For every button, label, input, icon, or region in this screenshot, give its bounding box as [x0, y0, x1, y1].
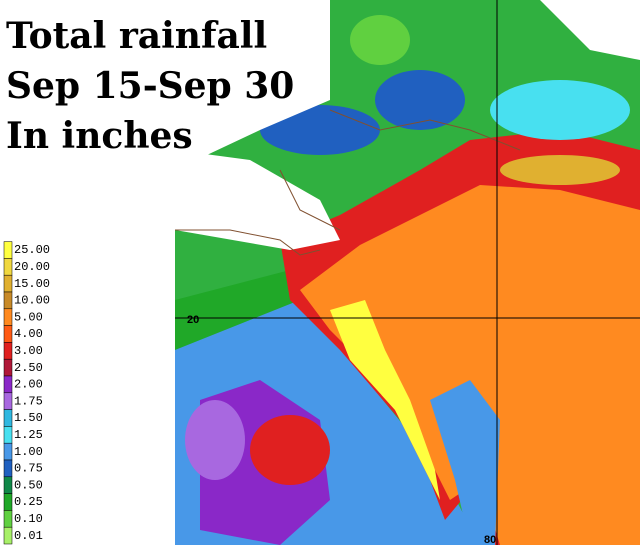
- title-block: Total rainfall Sep 15-Sep 30 In inches: [6, 15, 294, 157]
- legend-swatch: [3, 291, 13, 310]
- legend-swatch: [3, 526, 13, 545]
- legend-label: 4.00: [14, 327, 43, 341]
- legend-label: 1.00: [14, 445, 43, 459]
- grid-label: 20: [187, 314, 199, 326]
- legend-swatch: [3, 325, 13, 343]
- legend-swatch: [3, 442, 13, 461]
- legend-swatch: [3, 342, 13, 360]
- legend-label: 0.25: [14, 495, 43, 509]
- legend-swatch: [3, 274, 13, 293]
- title-line: In inches: [6, 115, 193, 157]
- legend-swatch: [3, 358, 13, 377]
- legend-label: 1.25: [14, 428, 43, 442]
- legend-label: 3.00: [14, 344, 43, 358]
- legend: 25.00 20.00 15.00 10.00 5.00 4.00 3.00 2.50 2.00…: [3, 241, 50, 545]
- legend-label: 1.75: [14, 394, 43, 408]
- legend-swatch: [3, 308, 13, 326]
- title-line: Total rainfall: [6, 15, 267, 57]
- legend-label: 0.75: [14, 462, 43, 476]
- legend-label: 10.00: [14, 294, 50, 308]
- legend-swatch: [3, 392, 13, 410]
- legend-label: 15.00: [14, 277, 50, 291]
- legend-label: 25.00: [14, 243, 50, 257]
- legend-swatch: [3, 493, 13, 511]
- legend-label: 2.00: [14, 378, 43, 392]
- legend-label: 0.50: [14, 478, 43, 492]
- legend-swatch: [3, 510, 13, 528]
- legend-swatch: [3, 476, 13, 494]
- legend-label: 0.01: [14, 529, 43, 543]
- grid-label: 80: [484, 534, 496, 545]
- legend-label: 1.50: [14, 411, 43, 425]
- legend-label: 2.50: [14, 361, 43, 375]
- legend-swatch: [3, 459, 13, 478]
- legend-swatch: [3, 426, 13, 444]
- legend-swatch: [3, 241, 13, 259]
- legend-swatch: [3, 258, 13, 276]
- legend-label: 5.00: [14, 310, 43, 324]
- title-line: Sep 15-Sep 30: [6, 65, 294, 107]
- legend-swatch: [3, 375, 13, 394]
- legend-label: 0.10: [14, 512, 43, 526]
- legend-swatch: [3, 409, 13, 427]
- legend-label: 20.00: [14, 260, 50, 274]
